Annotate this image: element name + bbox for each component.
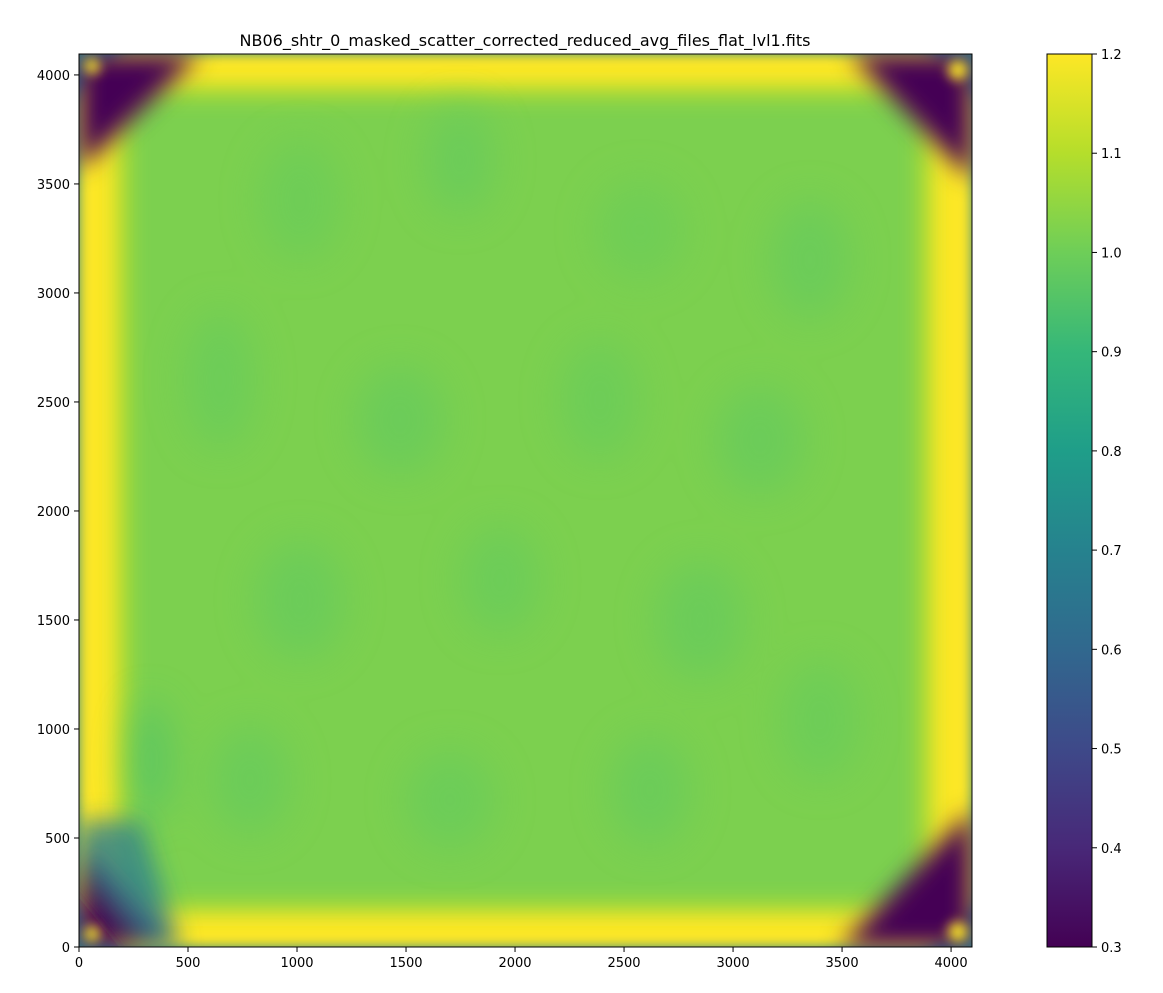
heatmap-corners	[79, 54, 972, 947]
x-tick-label: 4000	[935, 956, 968, 971]
heatmap-interior	[128, 96, 920, 904]
x-tick-label: 500	[176, 956, 201, 971]
colorbar-tick-label: 0.3	[1101, 941, 1122, 956]
y-tick-label: 2000	[37, 505, 70, 520]
colorbar-tick-label: 1.0	[1101, 246, 1122, 261]
x-tick-label: 3500	[826, 956, 859, 971]
plot-frame	[78, 53, 973, 948]
x-tick-label: 3000	[717, 956, 750, 971]
x-tick-label: 1500	[389, 956, 422, 971]
colorbar	[1046, 53, 1093, 948]
heatmap-corner-spots	[84, 58, 968, 942]
y-tick-label: 0	[62, 941, 70, 956]
x-tick-label: 0	[75, 956, 83, 971]
colorbar-tick-label: 1.2	[1101, 48, 1122, 63]
colorbar-tick-label: 0.7	[1101, 544, 1122, 559]
y-tick-label: 1000	[37, 723, 70, 738]
colorbar-tick-label: 1.1	[1101, 147, 1122, 162]
x-tick-label: 2500	[607, 956, 640, 971]
y-tick-label: 4000	[37, 69, 70, 84]
colorbar-tick-label: 0.6	[1101, 643, 1122, 658]
colorbar-tick-label: 0.9	[1101, 346, 1122, 361]
heatmap-texture	[132, 105, 860, 850]
x-tick-label: 1000	[280, 956, 313, 971]
heatmap-image	[79, 54, 972, 947]
colorbar-tick-label: 0.5	[1101, 743, 1122, 758]
y-tick-label: 3000	[37, 287, 70, 302]
y-tick-label: 2500	[37, 396, 70, 411]
x-tick-label: 2000	[498, 956, 531, 971]
y-tick-label: 500	[45, 832, 70, 847]
x-axis: 0 500 1000 1500 2000 2500 3000 3500 4000	[75, 947, 968, 971]
colorbar-tick-label: 0.8	[1101, 445, 1122, 460]
y-tick-label: 3500	[37, 178, 70, 193]
colorbar-axis: 0.3 0.4 0.5 0.6 0.7 0.8 0.9 1.0 1.1 1.2	[1092, 48, 1122, 956]
chart-title: NB06_shtr_0_masked_scatter_corrected_red…	[240, 31, 811, 51]
y-axis: 0 500 1000 1500 2000 2500 3000 3500 4000	[37, 69, 79, 956]
colorbar-tick-label: 0.4	[1101, 842, 1122, 857]
y-tick-label: 1500	[37, 614, 70, 629]
